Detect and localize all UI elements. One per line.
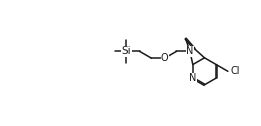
Text: Cl: Cl	[231, 66, 240, 76]
Text: N: N	[186, 46, 194, 56]
Text: N: N	[189, 73, 197, 83]
Text: Si: Si	[121, 46, 131, 56]
Text: O: O	[161, 53, 169, 63]
